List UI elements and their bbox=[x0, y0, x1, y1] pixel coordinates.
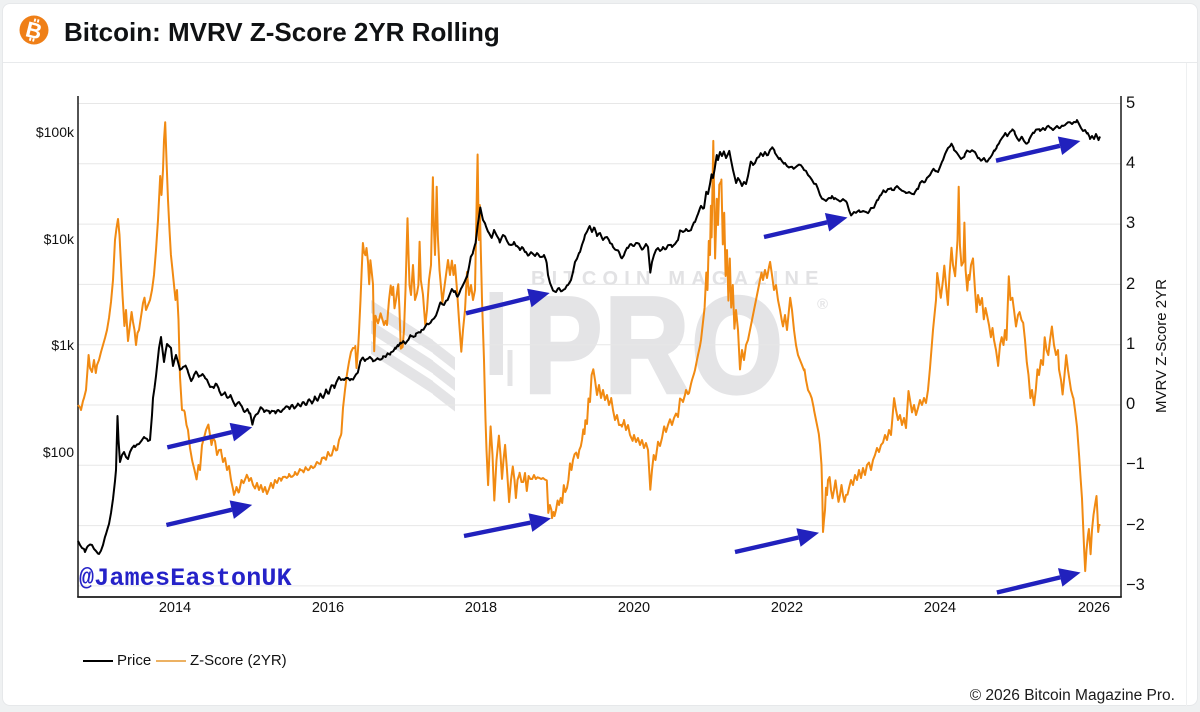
svg-text:B: B bbox=[23, 16, 44, 44]
svg-text:MVRV Z-Score 2YR: MVRV Z-Score 2YR bbox=[1153, 279, 1170, 413]
